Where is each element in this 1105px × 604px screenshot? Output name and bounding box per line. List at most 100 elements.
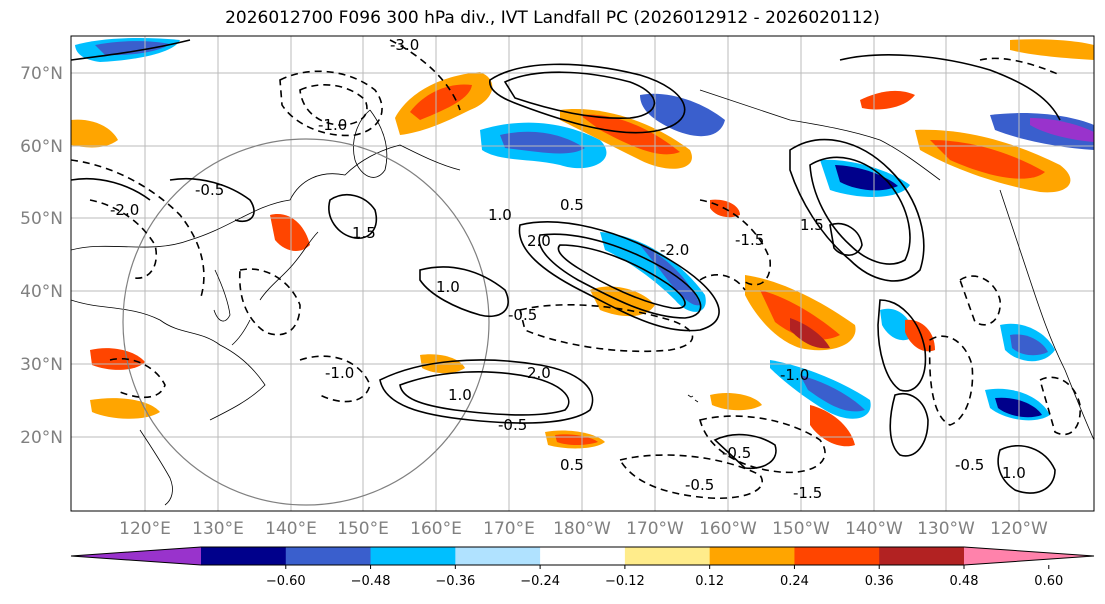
contour-line <box>959 275 1001 326</box>
contour-label: -0.5 <box>508 306 537 324</box>
contour-label: 1.0 <box>436 278 460 296</box>
contour-line <box>518 221 720 332</box>
contour-line <box>699 415 826 474</box>
shade-blob <box>835 165 898 191</box>
contour-line <box>328 194 377 239</box>
contour-line <box>419 266 509 317</box>
shade-blob <box>930 140 1045 179</box>
coastline-korea <box>213 269 231 322</box>
colorbar-segment <box>285 547 372 565</box>
contours-positive <box>71 39 1061 494</box>
contour-line <box>997 445 1056 494</box>
shade-blob <box>410 84 472 120</box>
contour-line <box>699 199 771 286</box>
contour-line <box>299 355 371 403</box>
contour-label: -0.5 <box>722 444 751 462</box>
colorbar-tick-label: −0.60 <box>266 574 306 589</box>
colorbar-segment <box>201 547 287 565</box>
lon-label: 120°W <box>990 519 1048 539</box>
lon-label: 160°E <box>410 519 462 539</box>
colorbar-segment <box>455 547 541 565</box>
contour-label: -0.5 <box>195 181 224 199</box>
lon-label: 150°E <box>337 519 389 539</box>
lon-label: 140°E <box>265 519 317 539</box>
lat-label: 50°N <box>20 209 63 229</box>
coastline-westcoast <box>999 189 1094 441</box>
lon-label: 130°E <box>192 519 244 539</box>
coastline-asia-south <box>71 299 266 421</box>
contour-label: -1.5 <box>735 231 764 249</box>
colorbar: −0.60 −0.48 −0.36 −0.24 −0.12 0.12 0.24 0.36 0.4… <box>70 546 1095 589</box>
contours-negative <box>71 39 1081 500</box>
shade-blob <box>500 131 585 154</box>
contour-line <box>809 156 911 265</box>
contour-label: -1.0 <box>780 366 809 384</box>
contour-line <box>538 233 702 319</box>
contour-label: -2.0 <box>660 241 689 259</box>
colorbar-tick-label: 0.48 <box>950 574 979 589</box>
contour-label: -1.5 <box>793 484 822 502</box>
shade-blob <box>790 318 830 349</box>
colorbar-tick-label: 0.12 <box>695 574 724 589</box>
contour-line <box>109 358 166 399</box>
shade-blob <box>810 405 855 447</box>
colorbar-segment <box>794 547 880 565</box>
map-frame <box>70 35 1095 512</box>
contour-line <box>789 138 925 282</box>
shade-blob <box>990 113 1094 150</box>
shade-blob <box>1030 118 1094 142</box>
contour-line <box>839 54 1061 121</box>
colorbar-outline <box>70 546 1095 566</box>
contour-label: 0.5 <box>560 196 584 214</box>
colorbar-tick-label: −0.48 <box>351 574 391 589</box>
contour-label: 1.5 <box>800 216 824 234</box>
contour-label: 2.0 <box>527 232 551 250</box>
lon-label: 170°E <box>483 519 535 539</box>
contour-line <box>829 223 863 256</box>
contour-label: -1.0 <box>318 116 347 134</box>
contour-line <box>618 454 763 500</box>
contour-line <box>389 39 461 111</box>
shade-blob <box>640 93 725 137</box>
shade-blob <box>760 290 840 340</box>
shade-blob <box>905 319 935 352</box>
contour-label: 1.0 <box>1002 464 1026 482</box>
contour-line <box>71 39 191 201</box>
shade-blob <box>95 41 170 56</box>
contour-label: -3.0 <box>390 36 419 54</box>
colorbar-tick-label: −0.36 <box>435 574 475 589</box>
colorbar-segment <box>624 547 711 565</box>
contour-line <box>1039 376 1081 436</box>
contour-label: -1.0 <box>325 364 354 382</box>
lon-label: 170°W <box>626 519 684 539</box>
contour-labels: -1.0 -0.5 -2.0 1.0 2.0 -1.5 0.5 1.5 -0.5… <box>110 36 1026 502</box>
lon-label: 140°W <box>845 519 903 539</box>
coastline-philippines <box>139 429 173 506</box>
coastline-alaska <box>699 89 941 181</box>
contour-line <box>889 393 929 457</box>
shade-blob <box>270 214 310 252</box>
lat-label: 30°N <box>20 355 63 375</box>
colorbar-segment <box>540 547 626 565</box>
colorbar-tick-label: 0.60 <box>1034 574 1063 589</box>
contour-line <box>379 359 594 424</box>
contour-label: 2.0 <box>527 364 551 382</box>
contour-label: -2.0 <box>110 201 139 219</box>
contour-label: -0.5 <box>955 456 984 474</box>
contour-line <box>399 371 570 416</box>
contour-line <box>169 177 255 222</box>
shade-blob <box>1010 39 1094 60</box>
colorbar-segment <box>709 547 795 565</box>
shade-blob <box>71 119 118 148</box>
contour-line <box>89 199 157 279</box>
lon-label: 130°W <box>917 519 975 539</box>
map-area: -1.0 -0.5 -2.0 1.0 2.0 -1.5 0.5 1.5 -0.5… <box>71 36 1094 511</box>
lat-label: 60°N <box>20 137 63 157</box>
contour-line <box>489 63 686 134</box>
lon-label: 180°W <box>553 519 611 539</box>
coastline-kamchatka <box>353 109 388 178</box>
colorbar-extend-low <box>71 547 201 565</box>
contour-label: 1.0 <box>488 206 512 224</box>
colorbar-tick-label: 0.36 <box>865 574 894 589</box>
contour-line <box>299 84 368 126</box>
